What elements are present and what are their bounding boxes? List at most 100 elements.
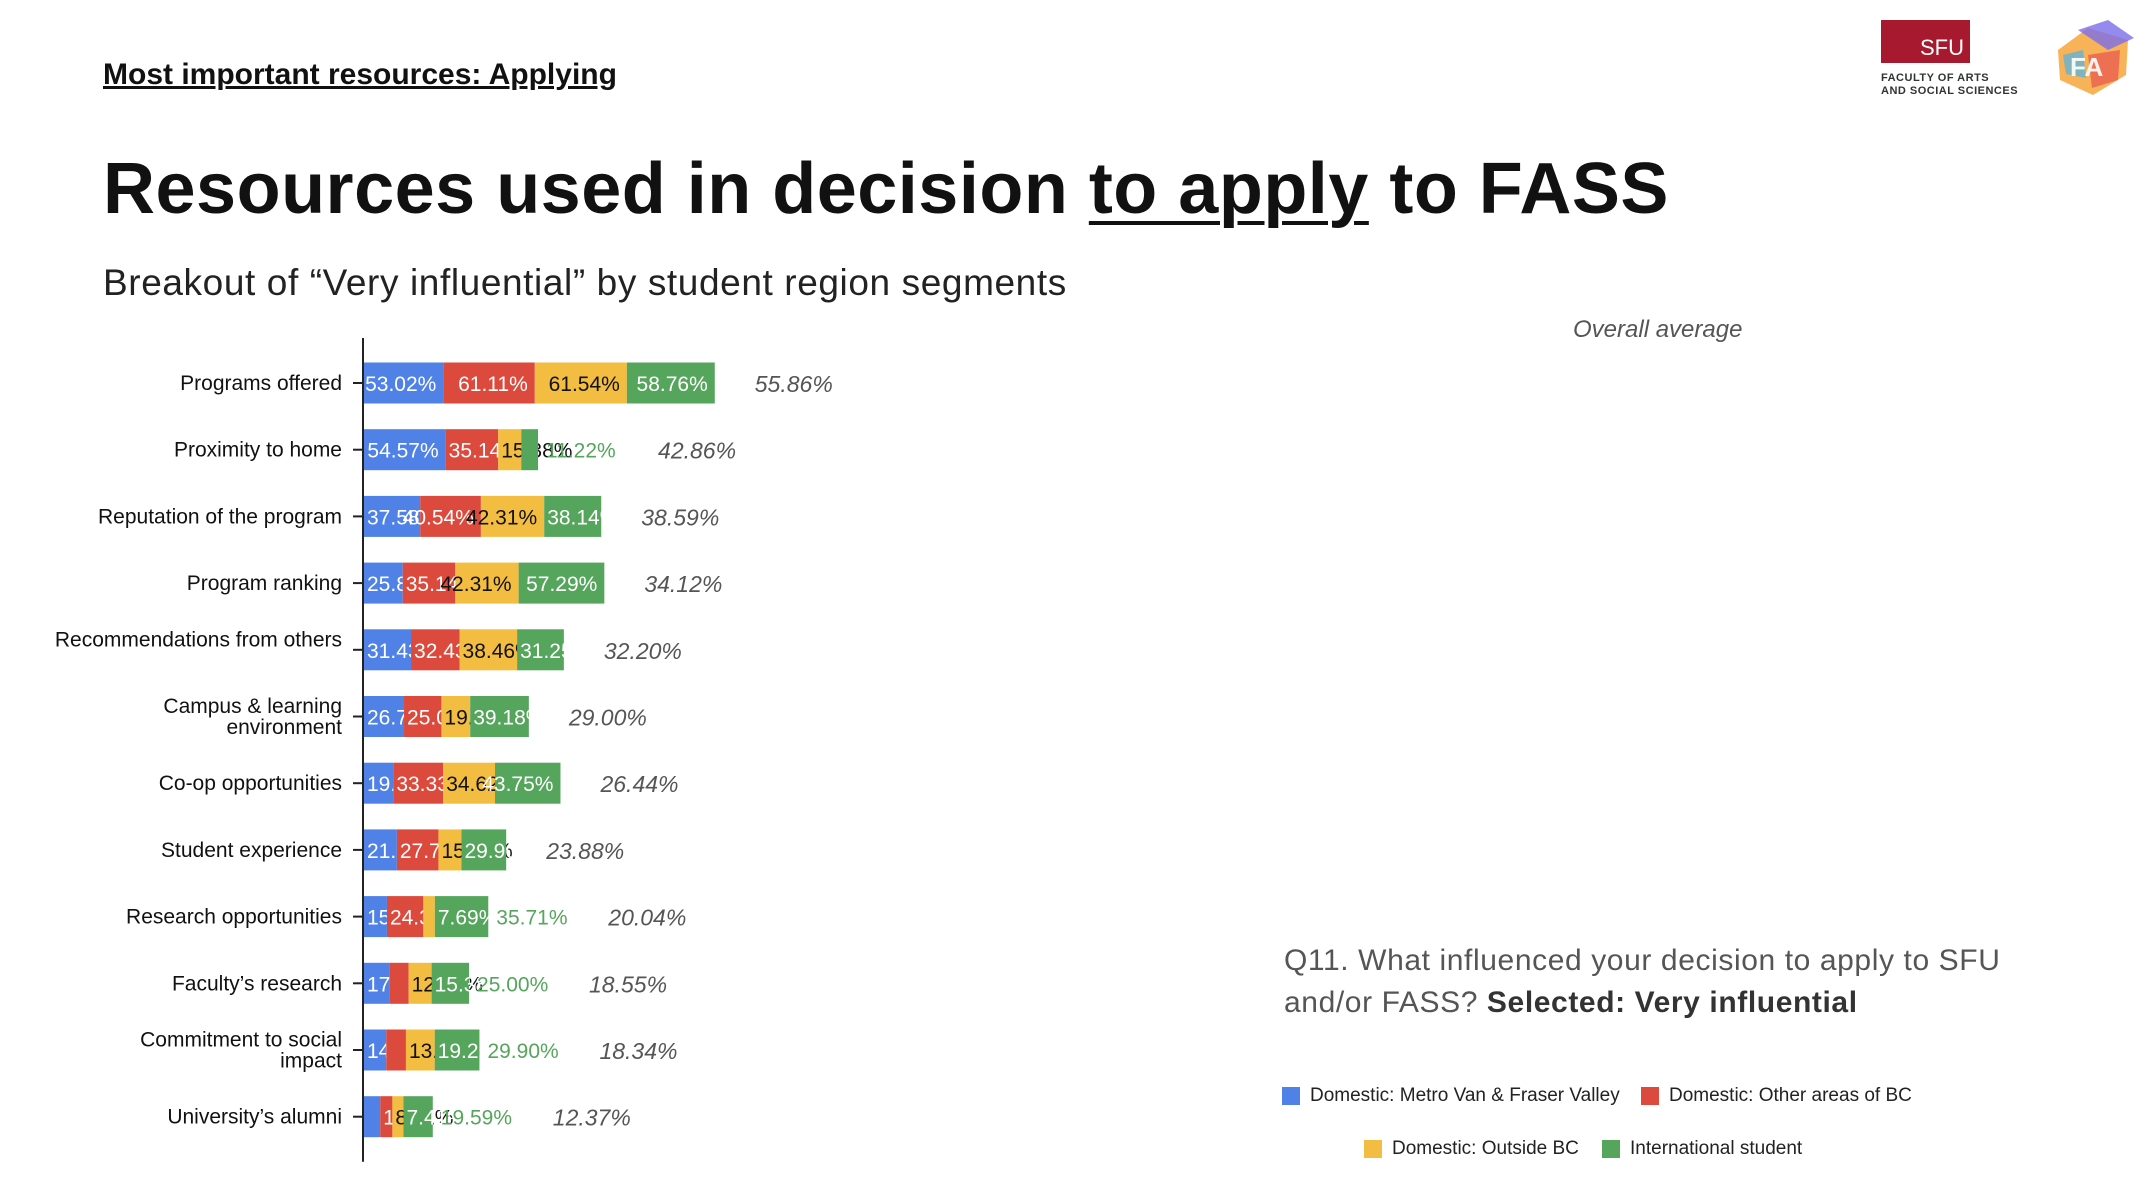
legend-swatch: [1364, 1140, 1382, 1158]
bar-segment: [364, 896, 387, 938]
bar-segment: [408, 962, 432, 1004]
legend-swatch: [1641, 1087, 1659, 1105]
bar-segment: [443, 362, 535, 404]
bar-segment: [380, 1096, 393, 1138]
overall-average-label: 29.00%: [568, 705, 647, 731]
category-label: Program ranking: [187, 572, 342, 595]
bar-segment: [423, 896, 435, 938]
overall-average-label: 12.37%: [553, 1105, 631, 1131]
bar-segment: [364, 429, 446, 471]
average-header: Overall average: [1573, 316, 1742, 343]
page-title: Resources used in decision to apply to F…: [103, 148, 1669, 230]
bar-segment: [389, 962, 409, 1004]
legend-label: Domestic: Metro Van & Fraser Valley: [1310, 1085, 1620, 1106]
bar-segment: [396, 829, 439, 871]
bar-segment: [364, 962, 390, 1004]
bar-segment: [364, 1096, 381, 1138]
bar-segment: [434, 1029, 480, 1071]
bar-segment: [441, 696, 471, 737]
overall-average-label: 55.86%: [755, 371, 833, 397]
outside-data-label: 19.59%: [441, 1107, 512, 1130]
question-text: Q11. What influenced your decision to ap…: [1284, 944, 2001, 1019]
legend-item-other-bc: Domestic: Other areas of BC: [1641, 1085, 1912, 1107]
category-label: University’s alumni: [167, 1106, 342, 1129]
category-label: Student experience: [161, 839, 342, 862]
bar-segment: [392, 1096, 404, 1138]
faculty-name: FACULTY OF ARTS AND SOCIAL SCIENCES: [1881, 72, 2021, 98]
data-label: 58.76%: [637, 373, 708, 396]
bar-segment: [364, 1029, 387, 1071]
legend-item-metro-van: Domestic: Metro Van & Fraser Valley: [1282, 1085, 1620, 1107]
data-label: 54.57%: [367, 440, 438, 463]
data-label: 61.54%: [549, 373, 620, 396]
category-label: Programs offered: [180, 372, 342, 395]
data-label: 15.38%: [435, 973, 506, 996]
fass-logo-icon: FA: [2058, 20, 2134, 95]
bar-segment: [470, 696, 529, 737]
data-label: 7.69%: [438, 907, 498, 930]
faculty-name-line2: AND SOCIAL SCIENCES: [1881, 85, 2019, 97]
bar-segment: [403, 1096, 433, 1138]
bar-segment: [364, 829, 397, 871]
overall-average-label: 18.34%: [599, 1038, 677, 1064]
title-post: to FASS: [1368, 149, 1669, 229]
overall-average-label: 38.59%: [641, 504, 719, 530]
bar-segment: [402, 562, 456, 604]
bar-segment: [434, 896, 489, 938]
bar-segment: [498, 429, 522, 471]
data-label: 19.23%: [438, 1040, 509, 1063]
bar-segment: [443, 762, 496, 804]
category-label: Research opportunities: [126, 906, 342, 929]
bar-segment: [544, 495, 602, 537]
bar-segment: [455, 562, 519, 604]
legend-item-international: International student: [1602, 1138, 1802, 1160]
bar-segment: [386, 1029, 406, 1071]
legend-swatch: [1282, 1087, 1300, 1105]
bar-segment: [404, 696, 442, 737]
bar-segment: [534, 362, 627, 404]
bar-segment: [364, 495, 421, 537]
survey-question: Q11. What influenced your decision to ap…: [1284, 940, 2024, 1024]
legend-label: Domestic: Other areas of BC: [1669, 1085, 1912, 1106]
question-selected: Selected: Very influential: [1486, 986, 1858, 1019]
overall-average-label: 18.55%: [589, 971, 667, 997]
category-label: environment: [226, 716, 342, 739]
bar-segment: [431, 962, 470, 1004]
legend-label: International student: [1630, 1138, 1803, 1159]
bar-segment: [626, 362, 715, 404]
data-label: 42.31%: [466, 506, 537, 529]
bar-segment: [518, 562, 605, 604]
data-label: 42.31%: [440, 573, 511, 596]
outside-data-label: 11.22%: [546, 440, 616, 463]
data-label: 7.41%: [406, 1107, 466, 1130]
legend-swatch: [1602, 1140, 1620, 1158]
overall-average-label: 34.12%: [644, 571, 722, 597]
category-label: Reputation of the program: [98, 505, 342, 528]
bar-segment: [364, 696, 405, 737]
overall-average-label: 23.88%: [545, 838, 624, 864]
bar-segment: [521, 429, 539, 471]
category-label: Co-op opportunities: [159, 772, 342, 795]
overall-average-label: 42.86%: [658, 438, 736, 464]
category-label: Campus & learning: [163, 695, 342, 718]
bar-segment: [517, 629, 564, 671]
data-label: 40.54%: [403, 506, 474, 529]
data-label: 53.02%: [365, 373, 436, 396]
bar-segment: [420, 495, 481, 537]
overall-average-label: 32.20%: [604, 638, 682, 664]
category-label: Proximity to home: [174, 439, 342, 462]
data-label: 38.46%: [463, 640, 534, 663]
outside-data-label: 29.90%: [487, 1040, 558, 1063]
data-label: 61.11%: [458, 373, 528, 396]
category-label: impact: [280, 1050, 342, 1073]
category-label: Commitment to social: [140, 1029, 342, 1052]
bar-segment: [495, 762, 561, 804]
sfu-logo: SFU: [1881, 20, 1970, 63]
svg-text:FA: FA: [2070, 52, 2103, 82]
bar-segment: [438, 829, 462, 871]
category-label: Recommendations from others: [55, 628, 342, 651]
bar-segment: [461, 829, 507, 871]
sfu-logo-text: SFU: [1920, 35, 1964, 60]
outside-data-label: 25.00%: [477, 973, 548, 996]
